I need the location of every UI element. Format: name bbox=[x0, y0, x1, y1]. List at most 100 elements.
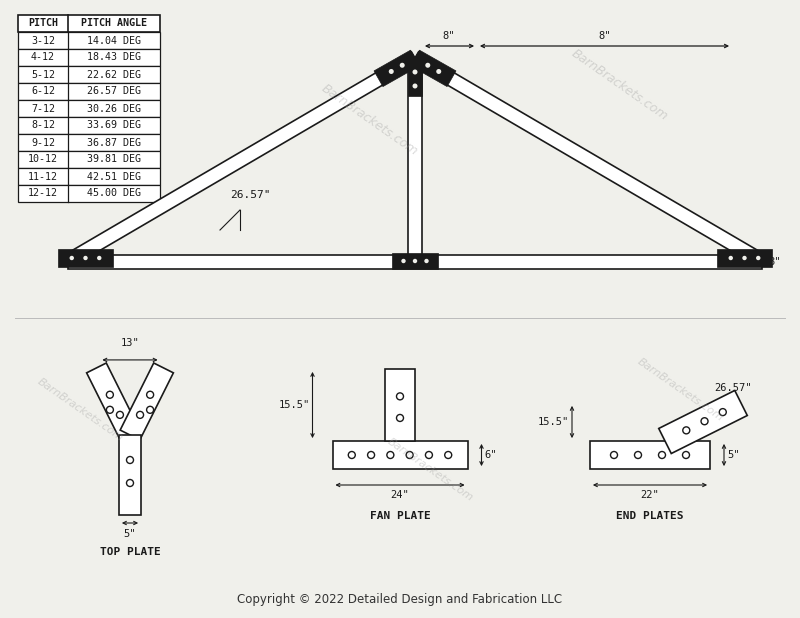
Circle shape bbox=[445, 452, 452, 459]
Circle shape bbox=[756, 256, 761, 260]
Text: 6": 6" bbox=[485, 450, 497, 460]
Text: PITCH ANGLE: PITCH ANGLE bbox=[81, 19, 147, 28]
Polygon shape bbox=[410, 50, 456, 87]
Bar bbox=[18, 185, 160, 202]
Text: 7-12: 7-12 bbox=[31, 103, 55, 114]
Bar bbox=[392, 253, 438, 269]
Bar bbox=[18, 83, 160, 100]
Text: 26.57": 26.57" bbox=[714, 383, 752, 393]
Circle shape bbox=[106, 391, 114, 398]
Text: 12-12: 12-12 bbox=[28, 188, 58, 198]
Text: BarnBrackets.com: BarnBrackets.com bbox=[35, 376, 125, 443]
Text: FAN PLATE: FAN PLATE bbox=[370, 511, 430, 521]
Text: BarnBrackets.com: BarnBrackets.com bbox=[386, 436, 474, 504]
Circle shape bbox=[348, 452, 355, 459]
Text: BarnBrackets.com: BarnBrackets.com bbox=[570, 47, 670, 123]
Circle shape bbox=[406, 452, 413, 459]
Text: 24": 24" bbox=[390, 490, 410, 500]
Bar bbox=[18, 151, 160, 168]
Bar bbox=[590, 441, 710, 469]
Circle shape bbox=[719, 408, 726, 416]
Circle shape bbox=[83, 256, 88, 260]
Bar bbox=[717, 249, 772, 267]
Circle shape bbox=[389, 69, 394, 74]
Circle shape bbox=[117, 412, 123, 418]
Circle shape bbox=[413, 69, 418, 75]
Circle shape bbox=[436, 69, 442, 74]
Circle shape bbox=[701, 418, 708, 425]
Text: 30.26 DEG: 30.26 DEG bbox=[87, 103, 141, 114]
Circle shape bbox=[682, 452, 690, 459]
Text: 6-12: 6-12 bbox=[31, 87, 55, 96]
Bar bbox=[385, 369, 415, 441]
Bar bbox=[18, 100, 160, 117]
Text: 26.57 DEG: 26.57 DEG bbox=[87, 87, 141, 96]
Circle shape bbox=[126, 457, 134, 464]
Bar bbox=[18, 15, 160, 32]
Bar bbox=[119, 435, 141, 515]
Circle shape bbox=[729, 256, 733, 260]
Circle shape bbox=[137, 412, 143, 418]
Text: 15.5": 15.5" bbox=[538, 417, 569, 427]
Circle shape bbox=[146, 391, 154, 398]
Circle shape bbox=[367, 452, 374, 459]
Text: 5-12: 5-12 bbox=[31, 69, 55, 80]
Text: 8": 8" bbox=[768, 257, 781, 267]
Circle shape bbox=[413, 83, 418, 88]
Text: 8": 8" bbox=[442, 31, 455, 41]
Text: 10-12: 10-12 bbox=[28, 154, 58, 164]
Text: 13": 13" bbox=[121, 338, 139, 348]
Text: 18.43 DEG: 18.43 DEG bbox=[87, 53, 141, 62]
Circle shape bbox=[397, 393, 403, 400]
Text: 15.5": 15.5" bbox=[278, 400, 310, 410]
Text: 22.62 DEG: 22.62 DEG bbox=[87, 69, 141, 80]
Text: BarnBrackets.com: BarnBrackets.com bbox=[635, 357, 725, 423]
Polygon shape bbox=[374, 50, 419, 87]
Text: END PLATES: END PLATES bbox=[616, 511, 684, 521]
Text: 39.81 DEG: 39.81 DEG bbox=[87, 154, 141, 164]
Text: 5": 5" bbox=[727, 450, 739, 460]
Circle shape bbox=[742, 256, 746, 260]
Text: 4-12: 4-12 bbox=[31, 53, 55, 62]
Circle shape bbox=[397, 415, 403, 421]
Text: TOP PLATE: TOP PLATE bbox=[100, 547, 160, 557]
Text: 5": 5" bbox=[124, 529, 136, 539]
Circle shape bbox=[126, 480, 134, 486]
Circle shape bbox=[413, 259, 418, 263]
Circle shape bbox=[97, 256, 102, 260]
Text: 11-12: 11-12 bbox=[28, 172, 58, 182]
Text: 8-12: 8-12 bbox=[31, 121, 55, 130]
Text: 9-12: 9-12 bbox=[31, 137, 55, 148]
Circle shape bbox=[682, 427, 690, 434]
Circle shape bbox=[400, 63, 405, 68]
Bar bbox=[18, 49, 160, 66]
Bar bbox=[408, 66, 422, 255]
Polygon shape bbox=[86, 363, 140, 440]
Circle shape bbox=[426, 63, 430, 68]
Circle shape bbox=[610, 452, 618, 459]
Text: 3-12: 3-12 bbox=[31, 35, 55, 46]
Text: Copyright © 2022 Detailed Design and Fabrication LLC: Copyright © 2022 Detailed Design and Fab… bbox=[238, 593, 562, 606]
Text: BarnBrackets.com: BarnBrackets.com bbox=[319, 82, 421, 158]
Polygon shape bbox=[411, 52, 766, 267]
Text: 22": 22" bbox=[641, 490, 659, 500]
Circle shape bbox=[106, 406, 114, 413]
Bar bbox=[408, 58, 422, 96]
Text: 33.69 DEG: 33.69 DEG bbox=[87, 121, 141, 130]
Bar bbox=[58, 249, 113, 267]
Circle shape bbox=[424, 259, 429, 263]
Circle shape bbox=[426, 452, 433, 459]
Bar bbox=[18, 117, 160, 134]
Circle shape bbox=[658, 452, 666, 459]
Bar bbox=[18, 134, 160, 151]
Text: 8": 8" bbox=[598, 31, 610, 41]
Text: 14.04 DEG: 14.04 DEG bbox=[87, 35, 141, 46]
Circle shape bbox=[634, 452, 642, 459]
Circle shape bbox=[146, 406, 154, 413]
Polygon shape bbox=[120, 363, 174, 440]
Bar bbox=[18, 32, 160, 49]
Text: 42.51 DEG: 42.51 DEG bbox=[87, 172, 141, 182]
Text: 36.87 DEG: 36.87 DEG bbox=[87, 137, 141, 148]
Text: 45.00 DEG: 45.00 DEG bbox=[87, 188, 141, 198]
Circle shape bbox=[70, 256, 74, 260]
